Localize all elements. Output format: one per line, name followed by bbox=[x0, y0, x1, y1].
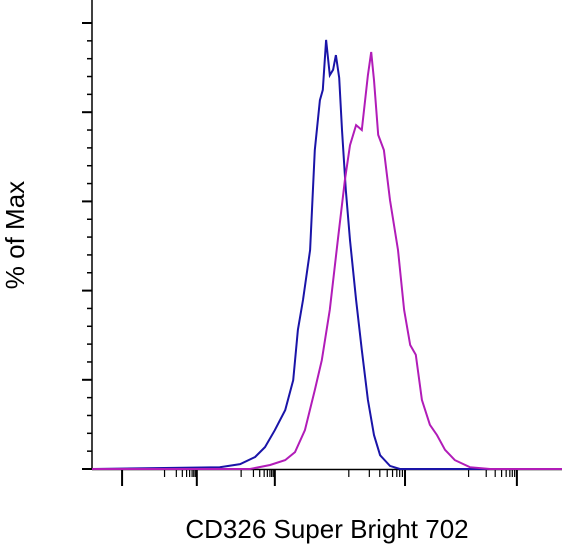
histogram-line bbox=[92, 51, 562, 470]
x-axis-label: CD326 Super Bright 702 bbox=[185, 514, 468, 544]
histogram-line bbox=[91, 39, 562, 470]
y-axis-label: % of Max bbox=[0, 181, 30, 289]
